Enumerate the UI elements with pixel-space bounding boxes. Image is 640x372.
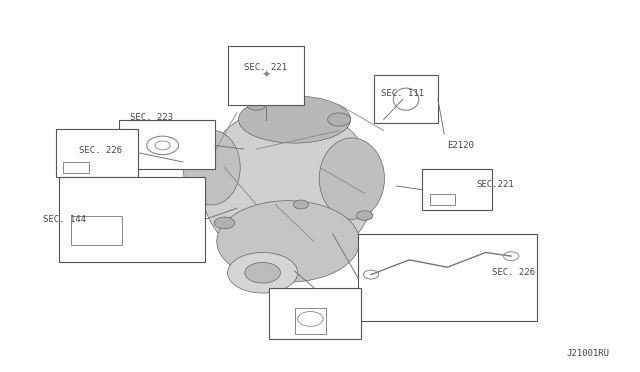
Text: ✦: ✦ xyxy=(261,70,271,80)
Text: SEC. 221: SEC. 221 xyxy=(244,63,287,72)
Circle shape xyxy=(293,200,308,209)
Circle shape xyxy=(246,99,266,110)
Ellipse shape xyxy=(217,201,360,282)
Bar xyxy=(422,169,492,210)
Ellipse shape xyxy=(319,138,385,219)
Circle shape xyxy=(245,262,280,283)
Circle shape xyxy=(356,211,373,220)
Ellipse shape xyxy=(183,130,240,205)
Bar xyxy=(63,162,89,173)
Bar xyxy=(269,288,362,339)
Ellipse shape xyxy=(239,96,351,143)
Text: E2120: E2120 xyxy=(447,141,474,150)
Bar xyxy=(429,194,455,205)
Bar xyxy=(294,308,326,334)
Bar xyxy=(228,46,304,105)
Text: J21001RU: J21001RU xyxy=(566,350,609,359)
Text: SEC. 144: SEC. 144 xyxy=(43,215,86,224)
Text: SEC. 223: SEC. 223 xyxy=(130,113,173,122)
Bar xyxy=(119,119,215,169)
Bar xyxy=(358,234,537,321)
Bar xyxy=(72,215,122,245)
Circle shape xyxy=(228,253,298,293)
Bar xyxy=(374,75,438,123)
Text: SEC.221: SEC.221 xyxy=(476,180,514,189)
Bar xyxy=(59,177,205,262)
Ellipse shape xyxy=(202,106,375,266)
Circle shape xyxy=(214,217,235,229)
Text: SEC. 111: SEC. 111 xyxy=(381,89,424,98)
Circle shape xyxy=(328,113,351,126)
Bar xyxy=(56,129,138,177)
Text: SEC. 226: SEC. 226 xyxy=(492,268,535,277)
Text: SEC. 226: SEC. 226 xyxy=(79,147,122,155)
